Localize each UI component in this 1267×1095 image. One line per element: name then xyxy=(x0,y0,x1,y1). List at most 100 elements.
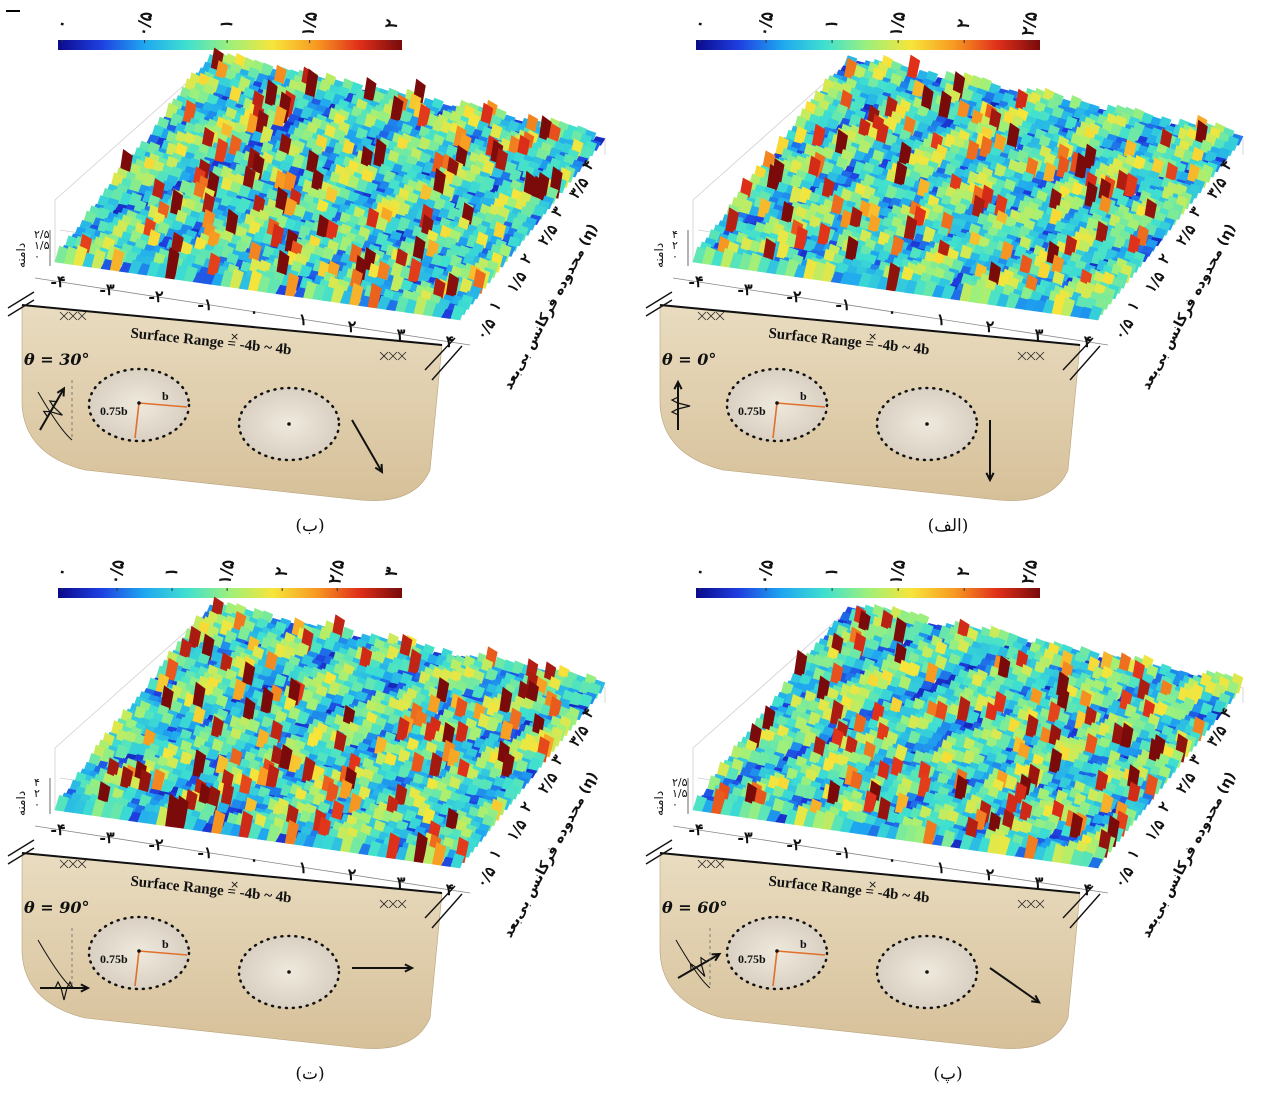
amplitude-tick-label: ۰ xyxy=(672,250,678,263)
x-tick-label: ۱ xyxy=(298,309,308,329)
colorbar-tick-label: ۲/۵ xyxy=(1018,10,1043,38)
colorbar-tick-label: ۰ xyxy=(51,565,73,579)
incidence-angle-label: θ = 60° xyxy=(662,898,728,917)
panel-c: × ۰ ۰/۵ ۱ ۱/۵ ۲ ۲/۵ دامنه ۲/۵ ۱/۵ ۰ -۴ -۳ -۲ -۱ ۰ ۱ ۲ ۳ ۴ ۰/… xyxy=(638,548,1267,1093)
incident-wave-arrow xyxy=(677,952,722,979)
colorbar-tick-label: ۱ xyxy=(216,17,238,31)
colorbar-tick-label: ۱/۵ xyxy=(215,558,240,586)
x-tick-label: -۴ xyxy=(688,820,704,839)
x-tick-label: ۴ xyxy=(1083,332,1093,351)
x-tick-label: ۳ xyxy=(1034,324,1044,344)
panel-caption: (ب) xyxy=(295,516,325,536)
x-tick-label: -۱ xyxy=(197,842,213,862)
tunnel-right xyxy=(875,386,979,462)
incidence-angle-label: θ = 30° xyxy=(24,350,90,369)
x-tick-label: ۰ xyxy=(887,302,897,321)
colorbar-tick-label: ۰/۵ xyxy=(754,558,779,586)
x-tick-label: ۰ xyxy=(249,302,259,321)
ground-surface-line xyxy=(21,852,443,894)
x-axis-line xyxy=(672,277,1109,346)
amplitude-surface xyxy=(692,54,1244,321)
ground-block xyxy=(21,304,443,501)
x-tick-label: ۱ xyxy=(298,857,308,877)
amplitude-axis-label: دامنه xyxy=(652,790,666,816)
amplitude-tick-label: ۱/۵ xyxy=(672,787,688,800)
amplitude-tick-label: ۲/۵ xyxy=(672,776,688,789)
x-tick-label: -۱ xyxy=(197,294,213,314)
panel-b-graphic: × xyxy=(7,40,606,501)
amplitude-tick-label: ۰ xyxy=(672,798,678,811)
amplitude-axis-label: دامنه xyxy=(14,790,28,816)
x-tick-label: -۳ xyxy=(99,279,115,299)
colorbar-ticks: ۰ ۰/۵ ۱ ۱/۵ ۲ ۲/۵ xyxy=(638,10,1267,38)
hatch-marks xyxy=(697,859,1045,909)
colorbar-tick-label: ۰/۵ xyxy=(132,10,157,38)
amplitude-surface xyxy=(692,604,1244,869)
x-tick-label: -۲ xyxy=(786,835,802,854)
x-tick-label: ۰ xyxy=(249,850,259,869)
colorbar-tick-label: ۱ xyxy=(821,565,843,579)
x-tick-label: -۲ xyxy=(148,835,164,854)
colorbar xyxy=(58,40,402,50)
tunnel-left xyxy=(87,367,191,443)
amplitude-surface xyxy=(54,47,606,321)
colorbar-tick-label: ۰/۵ xyxy=(754,10,779,38)
x-tick-label: ۰ xyxy=(887,850,897,869)
colorbar-ticks: ۰ ۰/۵ ۱ ۱/۵ ۲ ۲/۵ ۳ xyxy=(0,558,630,586)
panel-d: × ۰ ۰/۵ ۱ ۱/۵ ۲ ۲/۵ ۳ دامنه ۴ ۲ ۰ -۴ -۳ -۲ -۱ ۰ ۱ ۲ ۳ ۴ ۰/۵ ۱ ۱… xyxy=(0,548,630,1093)
x-tick-label: ۲ xyxy=(347,317,357,336)
corner-dash xyxy=(6,10,20,12)
semi-axis-075b-label: 0.75b xyxy=(100,952,128,966)
scattered-wave-arrow xyxy=(989,967,1041,1004)
x-tick-label: -۳ xyxy=(737,279,753,299)
colorbar xyxy=(58,588,402,598)
colorbar-tick-label: ۲/۵ xyxy=(1018,558,1043,586)
colorbar xyxy=(696,588,1040,598)
ground-block xyxy=(21,852,443,1049)
colorbar-tick-label: ۲/۵ xyxy=(325,558,350,586)
panel-d-graphic: × xyxy=(7,588,606,1049)
ground-surface-line xyxy=(21,304,443,346)
x-tick-label: -۴ xyxy=(50,272,66,291)
semi-axis-b-label: b xyxy=(800,937,807,951)
ground-block xyxy=(659,304,1081,501)
amplitude-tick-label: ۴ xyxy=(672,228,678,241)
semi-axis-075b-label: 0.75b xyxy=(100,404,128,418)
incidence-angle-label: θ = 0° xyxy=(662,350,717,369)
amplitude-tick-label: ۱/۵ xyxy=(34,239,50,252)
x-tick-label: -۴ xyxy=(50,820,66,839)
amplitude-tick-label: ۰ xyxy=(34,798,40,811)
x-tick-label: ۲ xyxy=(347,865,357,884)
panel-caption: (ت) xyxy=(295,1064,325,1084)
tunnel-right xyxy=(875,934,979,1010)
incident-wave-arrow xyxy=(670,379,691,430)
semi-axis-075b-label: 0.75b xyxy=(738,952,766,966)
x-axis-line xyxy=(34,825,471,894)
ground-surface-line xyxy=(659,852,1081,894)
ground-block xyxy=(659,852,1081,1049)
hatch-marks xyxy=(59,859,407,909)
x-tick-label: -۲ xyxy=(148,287,164,306)
semi-axis-b-label: b xyxy=(162,937,169,951)
colorbar-tick-label: ۱ xyxy=(161,565,183,579)
x-tick-label: ۱ xyxy=(936,309,946,329)
scattered-wave-arrow xyxy=(352,963,415,973)
x-tick-label: ۴ xyxy=(445,332,455,351)
tunnel-left xyxy=(725,915,829,991)
x-axis-line xyxy=(672,825,1109,894)
x-tick-label: -۳ xyxy=(99,827,115,847)
colorbar-tick-label: ۰ xyxy=(689,565,711,579)
panel-caption: (پ) xyxy=(933,1064,963,1084)
amplitude-axis-label: دامنه xyxy=(652,242,666,268)
colorbar-tick-label: ۲ xyxy=(271,565,293,579)
incident-wave-arrow xyxy=(39,386,66,431)
amplitude-surface xyxy=(54,596,606,869)
x-tick-label: -۱ xyxy=(835,294,851,314)
x-axis-line xyxy=(34,277,471,346)
colorbar-tick-label: ۰/۵ xyxy=(105,558,130,586)
colorbar-tick-label: ۲ xyxy=(953,565,975,579)
panel-c-graphic: × xyxy=(645,588,1244,1049)
colorbar-ticks: ۰ ۰/۵ ۱ ۱/۵ ۲ ۲/۵ xyxy=(638,558,1267,586)
x-tick-label: ۳ xyxy=(396,872,406,892)
x-tick-label: ۲ xyxy=(985,317,995,336)
